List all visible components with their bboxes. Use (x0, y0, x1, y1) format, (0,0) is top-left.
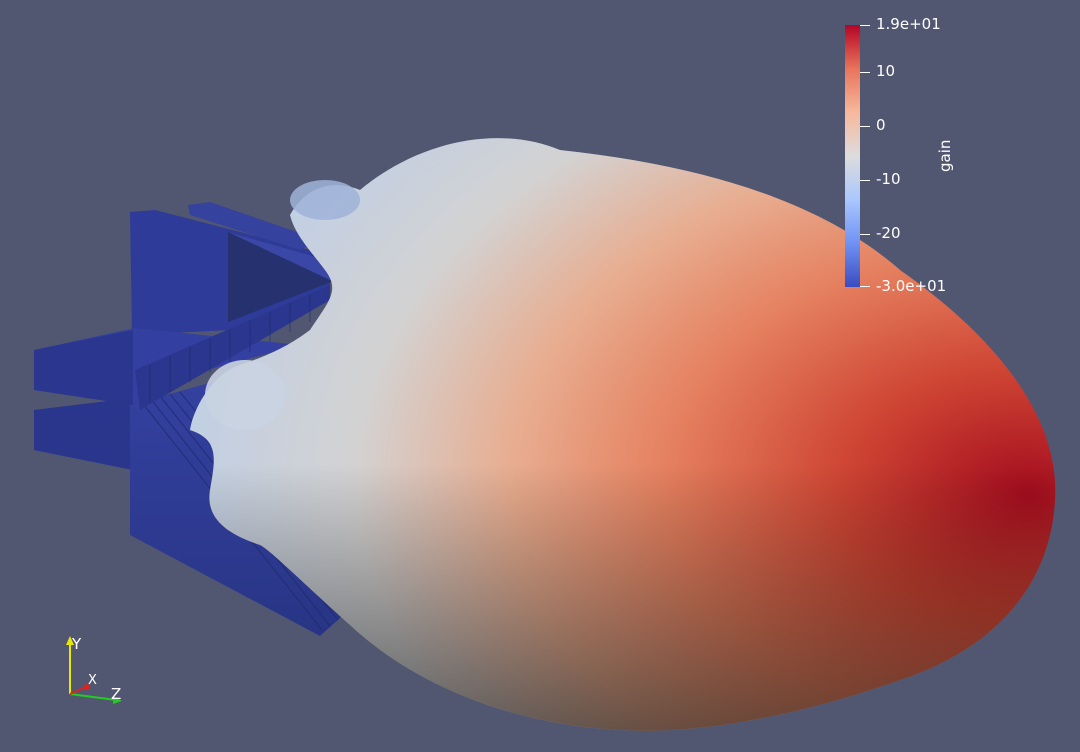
colorbar-tick (860, 234, 870, 235)
colorbar-tick (860, 286, 870, 287)
colorbar-tick (860, 72, 870, 73)
colorbar-label-min: -3.0e+01 (876, 277, 947, 295)
colorbar-title: gain (936, 139, 954, 172)
colorbar-label-max: 1.9e+01 (876, 15, 941, 33)
axis-label-x: X (88, 673, 97, 688)
colorbar-label-minus10: -10 (876, 170, 901, 188)
radiation-pattern-lobe (190, 138, 1056, 731)
axis-label-y: Y (72, 635, 82, 653)
colorbar-label-minus20: -20 (876, 224, 901, 242)
axis-label-z: Z (111, 685, 122, 703)
colorbar-tick (860, 25, 870, 26)
colorbar-tick (860, 180, 870, 181)
colorbar-tick (860, 126, 870, 127)
colorbar-label-0: 0 (876, 116, 886, 134)
colorbar-gradient (845, 25, 860, 287)
axes-triad-icon (66, 636, 122, 704)
colorbar-label-10: 10 (876, 62, 896, 80)
